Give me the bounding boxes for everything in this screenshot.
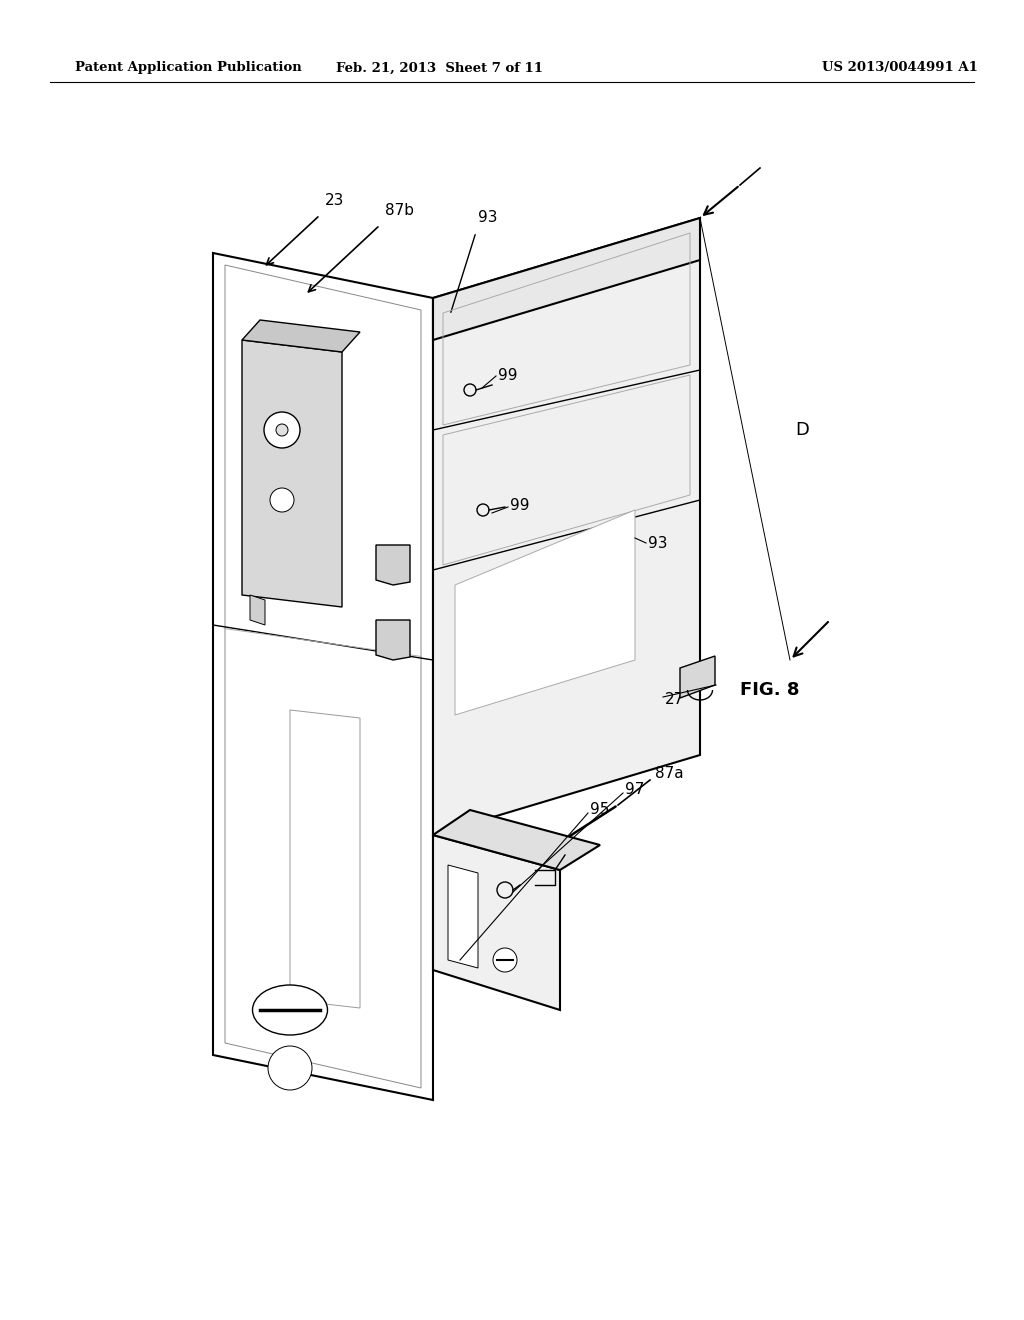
Polygon shape	[213, 253, 433, 1100]
Text: 97: 97	[625, 783, 644, 797]
Circle shape	[276, 424, 288, 436]
Text: 27: 27	[665, 693, 684, 708]
Text: 23: 23	[325, 193, 344, 209]
Text: FIG. 8: FIG. 8	[740, 681, 800, 700]
Polygon shape	[433, 218, 700, 836]
Circle shape	[264, 412, 300, 447]
Polygon shape	[433, 836, 560, 1010]
Polygon shape	[449, 865, 478, 968]
Text: 93: 93	[648, 536, 668, 550]
Text: 87b: 87b	[385, 203, 414, 218]
Polygon shape	[433, 218, 700, 341]
Polygon shape	[455, 510, 635, 715]
Ellipse shape	[253, 985, 328, 1035]
Text: US 2013/0044991 A1: US 2013/0044991 A1	[822, 62, 978, 74]
Polygon shape	[376, 620, 410, 660]
Text: 99: 99	[498, 367, 517, 383]
Circle shape	[270, 488, 294, 512]
Text: Feb. 21, 2013  Sheet 7 of 11: Feb. 21, 2013 Sheet 7 of 11	[337, 62, 544, 74]
Polygon shape	[242, 341, 342, 607]
Text: 99: 99	[510, 498, 529, 512]
Polygon shape	[242, 319, 360, 352]
Text: 95: 95	[590, 803, 609, 817]
Polygon shape	[250, 595, 265, 624]
Text: D: D	[795, 421, 809, 440]
Text: Patent Application Publication: Patent Application Publication	[75, 62, 302, 74]
Circle shape	[493, 948, 517, 972]
Polygon shape	[680, 656, 715, 698]
Circle shape	[268, 1045, 312, 1090]
Polygon shape	[433, 810, 600, 870]
Polygon shape	[290, 710, 360, 1008]
Text: 93: 93	[478, 210, 498, 224]
Text: 87a: 87a	[655, 767, 684, 781]
Polygon shape	[376, 545, 410, 585]
